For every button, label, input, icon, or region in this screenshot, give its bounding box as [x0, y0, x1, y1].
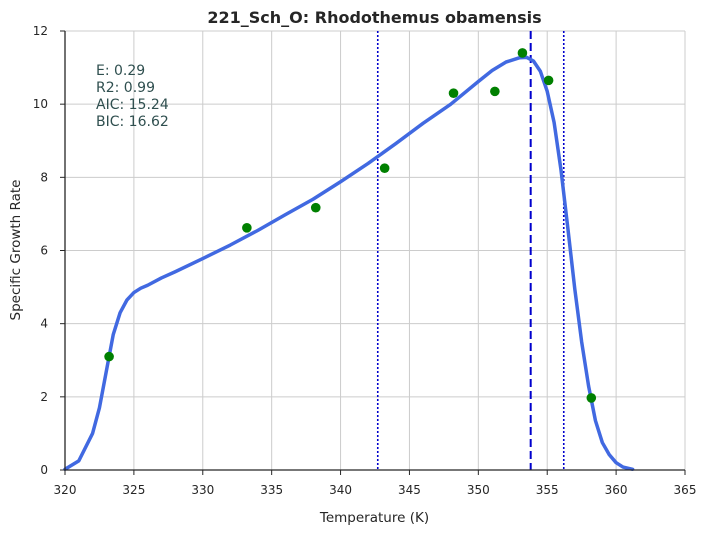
y-tick-label: 10	[33, 97, 48, 111]
y-tick-label: 8	[40, 170, 48, 184]
axes	[60, 30, 686, 475]
data-point	[310, 202, 321, 213]
tick-labels: 320 325 330 335 340 345 350 355 360 365 0 2 4 6 8 10 12	[33, 24, 697, 497]
data-point	[242, 223, 252, 233]
chart-title: 221_Sch_O: Rhodothemus obamensis	[207, 8, 541, 27]
stats-annotation: E: 0.29 R2: 0.99 AIC: 15.24 BIC: 16.62	[96, 63, 169, 130]
data-point	[379, 163, 390, 173]
x-tick-label: 340	[329, 483, 352, 497]
fit-curve	[63, 55, 635, 472]
x-axis-label: Temperature (K)	[319, 510, 429, 526]
y-axis-label: Specific Growth Rate	[8, 180, 24, 321]
x-tick-label: 365	[674, 483, 697, 497]
y-tick-label: 0	[40, 463, 48, 477]
x-tick-label: 335	[260, 483, 283, 497]
data-point	[586, 393, 597, 403]
stat-e: E: 0.29	[96, 63, 145, 79]
reference-lines	[376, 31, 565, 470]
fit-curve-layer	[63, 55, 635, 472]
x-tick-label: 345	[398, 483, 421, 497]
x-tick-label: 325	[122, 483, 145, 497]
stat-bic: BIC: 16.62	[96, 114, 169, 130]
x-tick-label: 320	[54, 483, 77, 497]
y-tick-label: 4	[40, 317, 48, 331]
stat-r2: R2: 0.99	[96, 80, 155, 96]
data-point	[448, 88, 459, 98]
y-tick-label: 6	[40, 244, 48, 258]
data-points	[104, 48, 597, 403]
data-point	[543, 75, 554, 86]
x-tick-label: 360	[605, 483, 628, 497]
data-point	[490, 86, 500, 97]
y-tick-label: 2	[40, 390, 48, 404]
x-tick-label: 355	[536, 483, 559, 497]
data-point	[517, 48, 528, 58]
data-point	[104, 351, 114, 362]
y-tick-label: 12	[33, 24, 48, 38]
x-tick-label: 350	[467, 483, 490, 497]
stat-aic: AIC: 15.24	[96, 97, 169, 113]
x-tick-label: 330	[191, 483, 214, 497]
grid-lines	[65, 30, 686, 470]
